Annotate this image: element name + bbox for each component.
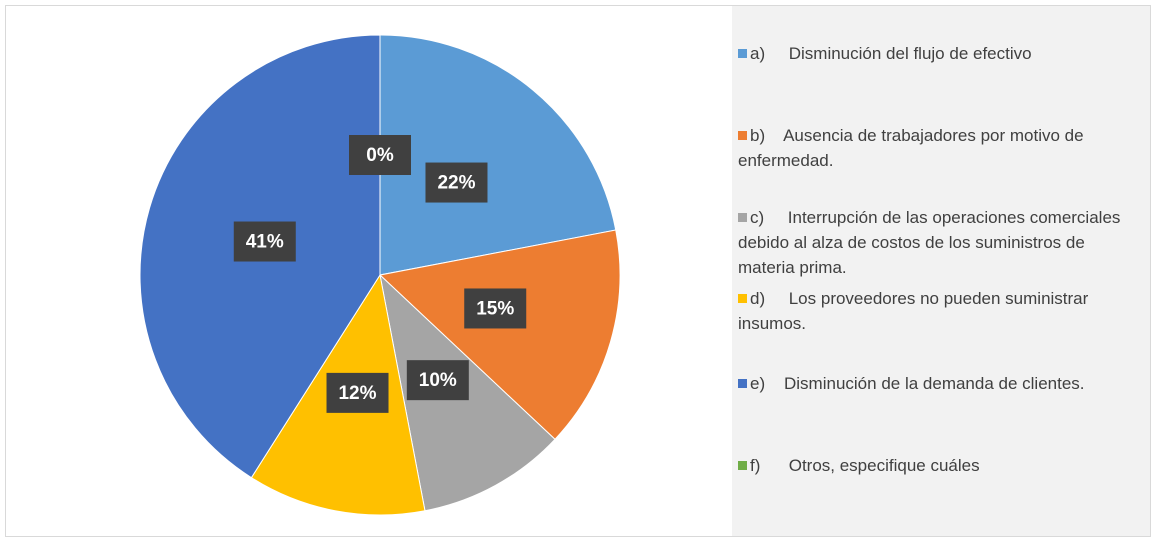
data-label: 22% [425, 162, 488, 203]
legend-swatch [738, 461, 747, 470]
data-label: 0% [349, 135, 411, 175]
data-label-text: 12% [338, 383, 376, 404]
legend-swatch [738, 131, 747, 140]
legend-text: b) Ausencia de trabajadores por motivo d… [738, 126, 1089, 170]
legend: a) Disminución del flujo de efectivo b) A… [732, 6, 1150, 536]
legend-item: d) Los proveedores no pueden suministrar… [738, 286, 1138, 336]
legend-text: c) Interrupción de las operaciones comer… [738, 208, 1126, 277]
legend-swatch [738, 49, 747, 58]
pie-slice [379, 34, 617, 276]
legend-text: e) Disminución de la demanda de clientes… [750, 374, 1085, 393]
legend-text: a) Disminución del flujo de efectivo [750, 44, 1032, 63]
legend-swatch [738, 213, 747, 222]
data-label-box [425, 162, 488, 203]
legend-text: d) Los proveedores no pueden suministrar… [738, 289, 1094, 333]
legend-swatch [738, 379, 747, 388]
legend-item: a) Disminución del flujo de efectivo [738, 41, 1138, 66]
legend-item: e) Disminución de la demanda de clientes… [738, 371, 1138, 396]
data-label-text: 0% [366, 145, 394, 166]
data-label-box [349, 135, 411, 175]
legend-item: b) Ausencia de trabajadores por motivo d… [738, 123, 1138, 173]
data-label-text: 15% [476, 298, 514, 319]
data-label: 12% [326, 372, 389, 413]
data-label-box [464, 288, 527, 329]
data-label: 41% [233, 221, 296, 262]
data-label-box [406, 360, 469, 401]
legend-item: f) Otros, especifique cuáles [738, 453, 1138, 478]
data-label: 10% [406, 360, 469, 401]
legend-swatch [738, 294, 747, 303]
legend-item: c) Interrupción de las operaciones comer… [738, 205, 1138, 280]
chart-border [5, 5, 1151, 537]
pie-slice [378, 229, 621, 440]
data-label: 15% [464, 288, 527, 329]
data-label-box [326, 372, 389, 413]
data-label-text: 22% [437, 173, 475, 194]
legend-text: f) Otros, especifique cuáles [750, 456, 980, 475]
data-label-text: 41% [246, 232, 284, 253]
data-label-box [233, 221, 296, 262]
data-label-text: 10% [419, 370, 457, 391]
